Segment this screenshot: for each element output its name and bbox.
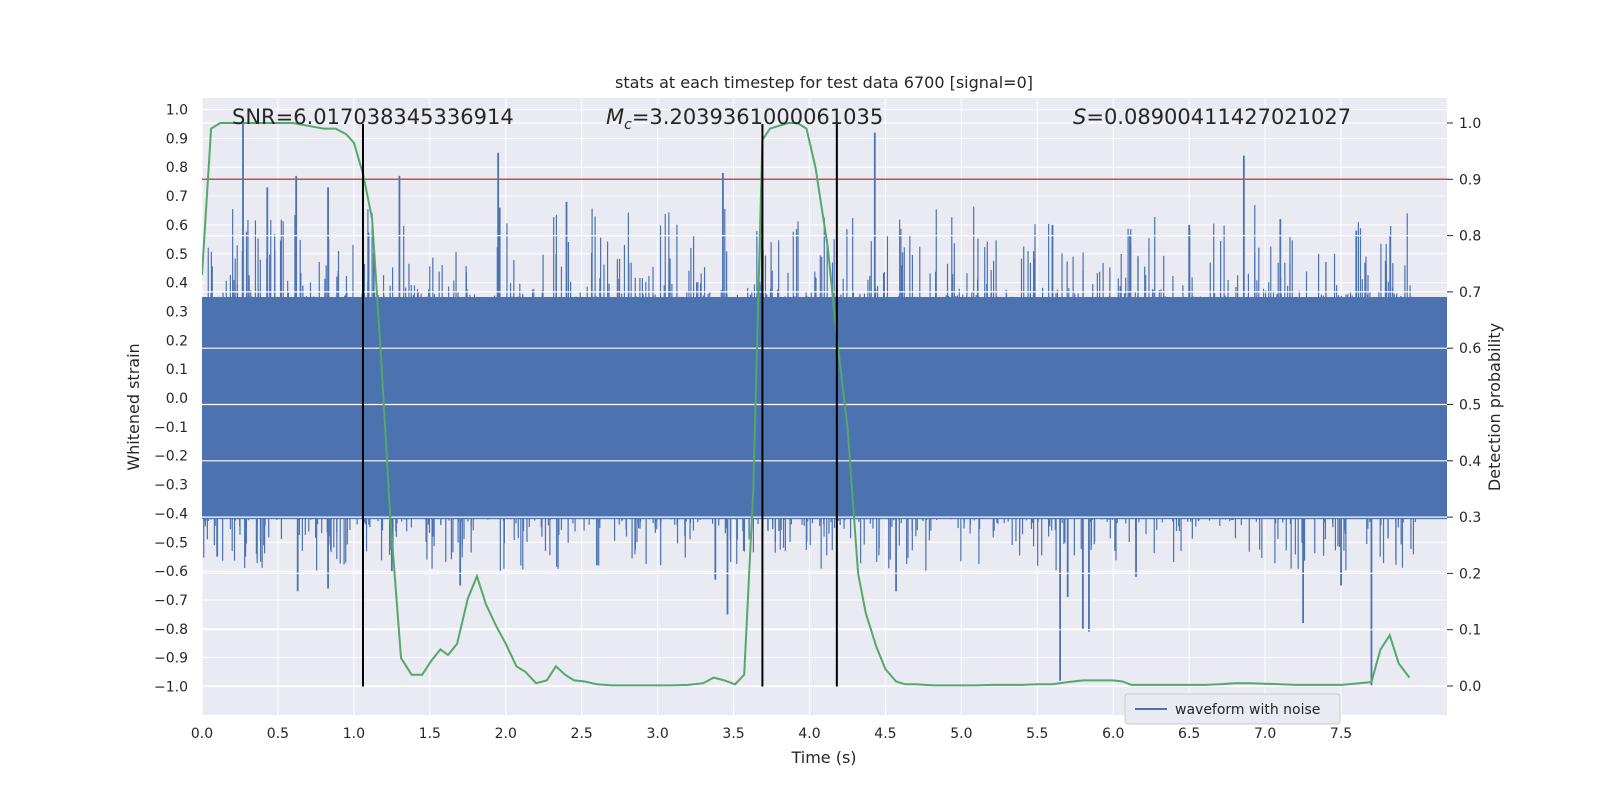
y-tick-label: −0.3	[154, 478, 188, 494]
y-tick-label: −0.7	[154, 593, 188, 609]
plot-area	[202, 118, 1447, 687]
x-tick-label: 2.0	[495, 726, 517, 742]
legend-label: waveform with noise	[1175, 702, 1320, 718]
s-annotation: S=0.08900411427021027	[1073, 105, 1351, 129]
x-axis-title: Time (s)	[790, 748, 856, 767]
y-tick-label: −0.5	[154, 535, 188, 551]
y-right-tick-label: 0.1	[1459, 623, 1481, 639]
y-right-tick-label: 0.7	[1459, 285, 1481, 301]
y-tick-label: 0.5	[166, 247, 188, 263]
y-tick-label: −0.6	[154, 564, 188, 580]
chirp-mass-annotation: Mc=3.2039361000061035	[606, 105, 883, 133]
x-tick-label: 4.0	[798, 726, 820, 742]
y-right-tick-label: 1.0	[1459, 116, 1481, 132]
x-tick-label: 1.0	[343, 726, 365, 742]
y-tick-label: 0.6	[166, 218, 188, 234]
x-tick-label: 5.0	[950, 726, 972, 742]
y-right-tick-label: 0.4	[1459, 454, 1481, 470]
y-tick-label: −0.4	[154, 506, 188, 522]
x-tick-label: 5.5	[1026, 726, 1048, 742]
x-tick-label: 0.5	[267, 726, 289, 742]
y-tick-label: 0.0	[166, 391, 188, 407]
vertical-markers	[361, 123, 838, 687]
x-tick-label: 1.5	[419, 726, 441, 742]
mc-value: =3.2039361000061035	[632, 105, 883, 129]
y-tick-label: 0.9	[166, 131, 188, 147]
legend: waveform with noise	[1124, 693, 1341, 725]
y-axis-title: Whitened strain	[124, 343, 143, 470]
x-tick-label: 2.5	[571, 726, 593, 742]
x-tick-label: 0.0	[191, 726, 213, 742]
y-right-tick-label: 0.5	[1459, 398, 1481, 414]
snr-annotation: SNR=6.017038345336914	[232, 105, 514, 129]
x-tick-label: 6.0	[1102, 726, 1124, 742]
noise-fill-spikes	[203, 205, 1416, 571]
x-tick-label: 7.5	[1330, 726, 1352, 742]
y-tick-label: −0.9	[154, 651, 188, 667]
y-tick-label: 0.8	[166, 160, 188, 176]
y-right-tick-label: 0.9	[1459, 172, 1481, 188]
detection-probability-line	[202, 122, 1411, 687]
y-right-tick-label: 0.2	[1459, 566, 1481, 582]
y-tick-label: −0.1	[154, 420, 188, 436]
y-tick-label: 1.0	[166, 103, 188, 119]
y-tick-label: 0.3	[166, 304, 188, 320]
y-tick-label: 0.7	[166, 189, 188, 205]
legend-box	[1124, 693, 1341, 725]
x-tick-label: 3.0	[646, 726, 668, 742]
y-right-tick-label: 0.8	[1459, 229, 1481, 245]
y-tick-label: 0.1	[166, 362, 188, 378]
y-tick-label: 0.2	[166, 333, 188, 349]
noise-band	[202, 297, 1447, 520]
y-tick-label: −1.0	[154, 680, 188, 696]
x-tick-label: 7.0	[1254, 726, 1276, 742]
y-tick-label: −0.2	[154, 449, 188, 465]
s-value: =0.08900411427021027	[1086, 105, 1351, 129]
y-axis-ticks: 1.0 0.9 0.8 0.7 0.6 0.5 0.4 0.3 0.2 0.1 0.0 −0.1 −0.…	[154, 103, 188, 696]
mc-subscript: c	[624, 117, 632, 133]
noise-spikes	[216, 118, 1373, 687]
y-right-tick-label: 0.3	[1459, 510, 1481, 526]
s-symbol: S	[1073, 105, 1086, 129]
y-right-tick-label: 0.0	[1459, 679, 1481, 695]
y-tick-label: −0.8	[154, 622, 188, 638]
y-right-axis-ticks: 1.0 0.9 0.8 0.7 0.6 0.5 0.4 0.3 0.2 0.1 0.0	[1447, 116, 1481, 695]
mc-symbol: M	[606, 105, 624, 129]
y-tick-label: 0.4	[166, 276, 188, 292]
chart-title: stats at each timestep for test data 670…	[615, 73, 1033, 92]
y-right-tick-label: 0.6	[1459, 341, 1481, 357]
y-right-axis-title: Detection probability	[1485, 323, 1504, 491]
x-tick-label: 4.5	[874, 726, 896, 742]
x-tick-label: 6.5	[1178, 726, 1200, 742]
x-axis-ticks: 0.0 0.5 1.0 1.5 2.0 2.5 3.0 3.5 4.0 4.5 5.0 5.5 6.0 6…	[191, 726, 1352, 742]
x-tick-label: 3.5	[722, 726, 744, 742]
